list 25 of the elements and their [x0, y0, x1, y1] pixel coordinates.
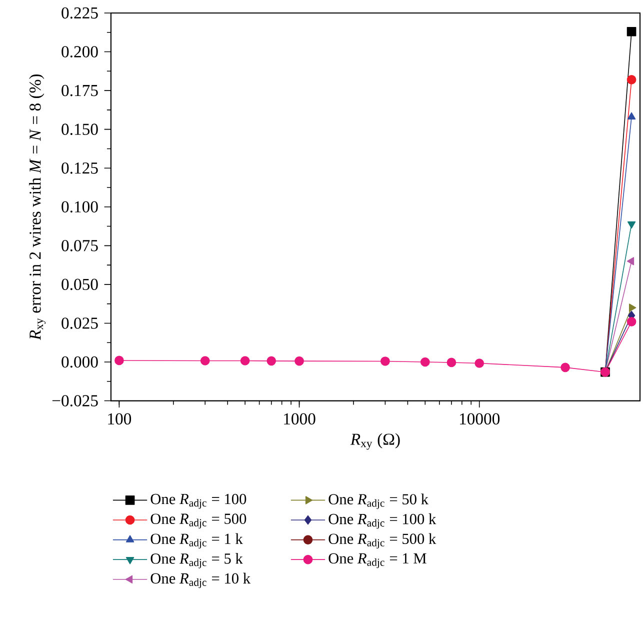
y-tick-label: −0.025 [52, 395, 98, 407]
y-tick-label: 0.050 [62, 278, 98, 290]
legend-label: One R$_{adjc}$ = 1 M [328, 553, 426, 568]
y-tick-label: 0.025 [62, 318, 98, 330]
y-tick-label: 0.150 [62, 124, 98, 136]
legend-label: One R$_{adjc}$ = 500 [150, 514, 246, 529]
y-tick-label: 0.175 [62, 85, 98, 96]
legend-label: One R$_{adjc}$ = 5 k [150, 553, 243, 568]
legend-label: One R$_{adjc}$ = 10 k [150, 572, 251, 588]
y-tick-label: 0.200 [62, 46, 98, 58]
x-axis-title: R$_{xy}$ (Ω) [350, 433, 400, 450]
x-tick-label: 10000 [460, 413, 500, 425]
legend-label: One R$_{adjc}$ = 100 [150, 494, 246, 509]
legend-label: One R$_{adjc}$ = 100 k [328, 514, 436, 529]
legend-label: One R$_{adjc}$ = 1 k [150, 533, 243, 549]
legend-label: One R$_{adjc}$ = 50 k [328, 494, 428, 510]
y-axis-title: R$_{xy}$ error in 2 wires with M = N = 8 (%) [29, 74, 46, 340]
y-tick-label: 0.225 [62, 8, 98, 19]
x-tick-label: 100 [108, 413, 132, 425]
y-tick-label: 0.000 [62, 356, 98, 368]
y-tick-label: 0.125 [62, 162, 98, 174]
y-tick-label: 0.075 [62, 240, 98, 252]
legend-label: One R$_{adjc}$ = 500 k [328, 533, 436, 549]
y-tick-label: 0.100 [62, 201, 98, 213]
x-tick-label: 1000 [284, 413, 316, 425]
